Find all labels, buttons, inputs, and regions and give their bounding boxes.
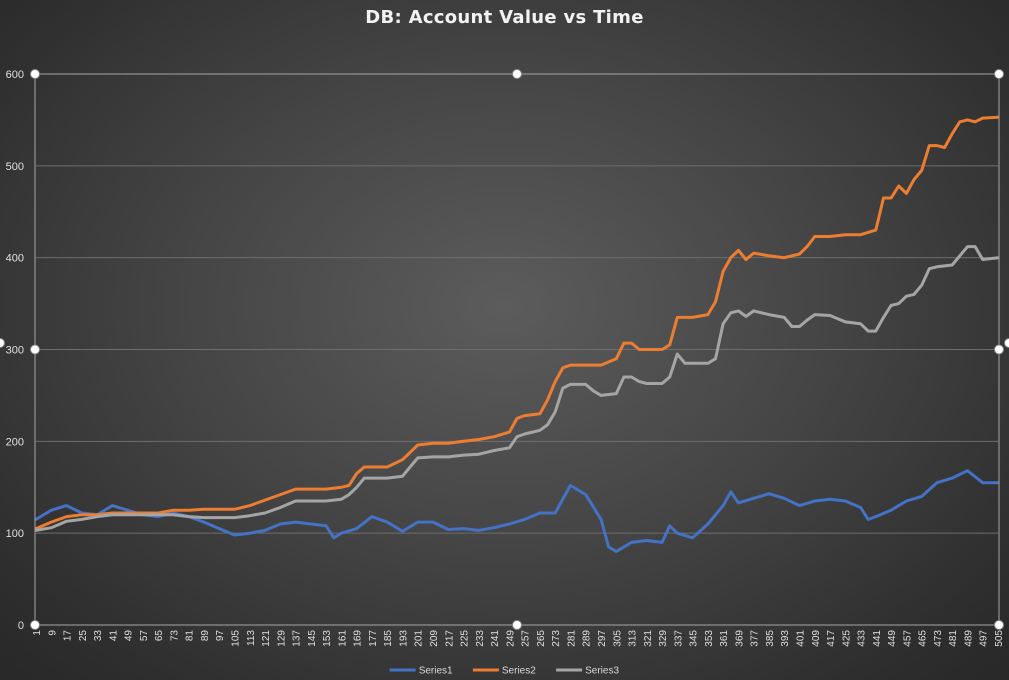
resize-handle[interactable] xyxy=(30,344,40,355)
x-tick-label: 481 xyxy=(948,630,959,647)
resize-handle[interactable] xyxy=(512,69,522,79)
series-line-series1[interactable] xyxy=(34,469,1000,553)
y-tick-label: 300 xyxy=(6,345,24,357)
resize-handle[interactable] xyxy=(512,620,522,630)
grid-layer xyxy=(36,73,998,626)
x-tick-label: 417 xyxy=(826,630,837,647)
legend-item-series2[interactable]: Series2 xyxy=(472,666,536,677)
series-line-series3[interactable] xyxy=(34,245,1000,532)
x-tick-label: 121 xyxy=(261,630,272,647)
legend-item-series3[interactable]: Series3 xyxy=(556,666,619,677)
x-tick-label: 17 xyxy=(63,630,74,642)
x-tick-label: 489 xyxy=(963,630,974,647)
x-tick-label: 9 xyxy=(47,630,58,636)
x-tick-label: 65 xyxy=(154,630,165,642)
x-tick-label: 473 xyxy=(933,630,944,647)
x-tick-label: 177 xyxy=(368,630,379,647)
x-tick-label: 313 xyxy=(628,630,639,647)
x-tick-label: 153 xyxy=(322,630,333,647)
x-tick-label: 137 xyxy=(292,630,303,647)
x-tick-label: 265 xyxy=(536,630,547,647)
x-tick-label: 305 xyxy=(612,630,623,647)
x-tick-label: 193 xyxy=(398,630,409,647)
y-tick-label: 600 xyxy=(6,69,24,81)
x-tick-label: 361 xyxy=(719,630,730,647)
legend-label: Series1 xyxy=(419,666,453,677)
x-tick-label: 273 xyxy=(551,630,562,647)
x-tick-label: 449 xyxy=(887,630,898,647)
x-tick-label: 209 xyxy=(429,630,440,647)
x-tick-label: 409 xyxy=(811,630,822,647)
series-layer[interactable] xyxy=(34,115,1000,553)
x-tick-label: 457 xyxy=(902,630,913,647)
x-tick-label: 129 xyxy=(276,630,287,647)
resize-handle[interactable] xyxy=(1004,338,1009,348)
resize-handle[interactable] xyxy=(0,338,5,348)
x-tick-label: 97 xyxy=(215,630,226,642)
x-tick-label: 337 xyxy=(673,630,684,647)
x-tick-label: 105 xyxy=(231,630,242,647)
x-tick-label: 57 xyxy=(139,630,150,642)
x-tick-label: 161 xyxy=(337,630,348,647)
x-tick-label: 113 xyxy=(246,630,257,646)
x-tick-label: 369 xyxy=(734,630,745,647)
x-tick-label: 145 xyxy=(307,630,318,647)
resize-handle[interactable] xyxy=(994,620,1004,630)
x-tick-label: 257 xyxy=(521,630,532,647)
x-tick-label: 89 xyxy=(200,630,211,642)
x-tick-label: 81 xyxy=(185,630,196,642)
x-tick-label: 289 xyxy=(582,630,593,647)
legend-item-series1[interactable]: Series1 xyxy=(389,666,453,677)
series-line-series2[interactable] xyxy=(34,115,1000,531)
y-axis-ticks: 0 100 200 300 400 500 600 xyxy=(6,69,24,632)
x-tick-label: 497 xyxy=(979,630,990,647)
x-tick-label: 393 xyxy=(780,630,791,647)
x-tick-label: 385 xyxy=(765,630,776,647)
x-tick-label: 41 xyxy=(108,630,119,642)
x-tick-label: 297 xyxy=(597,630,608,647)
resize-handle[interactable] xyxy=(994,69,1004,79)
x-tick-label: 465 xyxy=(918,630,929,647)
x-tick-label: 225 xyxy=(460,630,471,647)
x-tick-label: 505 xyxy=(994,630,1005,647)
x-tick-label: 241 xyxy=(490,630,501,647)
x-tick-label: 401 xyxy=(795,630,806,647)
x-tick-label: 33 xyxy=(93,630,104,642)
legend[interactable]: Series1 Series2 Series3 xyxy=(389,666,620,677)
x-tick-label: 249 xyxy=(505,630,516,647)
legend-label: Series3 xyxy=(585,666,619,677)
x-tick-label: 433 xyxy=(857,630,868,647)
x-tick-label: 329 xyxy=(658,630,669,647)
x-tick-label: 169 xyxy=(353,630,364,647)
y-tick-label: 100 xyxy=(6,528,24,540)
legend-label: Series2 xyxy=(502,666,536,677)
x-tick-label: 321 xyxy=(643,630,654,647)
x-tick-label: 353 xyxy=(704,630,715,647)
resize-handle[interactable] xyxy=(30,69,40,79)
selection-frame[interactable] xyxy=(0,69,1009,630)
x-tick-label: 345 xyxy=(689,630,700,647)
x-tick-label: 281 xyxy=(566,630,577,647)
x-tick-label: 185 xyxy=(383,630,394,647)
x-tick-label: 217 xyxy=(444,630,455,647)
x-tick-label: 73 xyxy=(169,630,180,642)
x-tick-label: 201 xyxy=(414,630,425,647)
y-tick-label: 500 xyxy=(6,161,24,173)
x-tick-label: 425 xyxy=(841,630,852,647)
x-tick-label: 233 xyxy=(475,630,486,647)
resize-handle[interactable] xyxy=(994,344,1004,355)
y-tick-label: 200 xyxy=(6,436,24,448)
resize-handle[interactable] xyxy=(30,620,40,630)
y-tick-label: 400 xyxy=(6,253,24,265)
x-tick-label: 441 xyxy=(872,630,883,647)
x-tick-label: 25 xyxy=(78,630,89,642)
x-tick-label: 49 xyxy=(124,630,135,642)
x-tick-label: 377 xyxy=(750,630,761,647)
x-tick-label: 1 xyxy=(32,630,43,636)
x-axis-ticks: 1 9 17 25 33 41 49 57 65 73 81 89 97 105 113 121 129 137 1… xyxy=(32,630,1005,647)
y-tick-label: 0 xyxy=(18,620,24,632)
chart-title: DB: Account Value vs Time xyxy=(365,7,644,28)
